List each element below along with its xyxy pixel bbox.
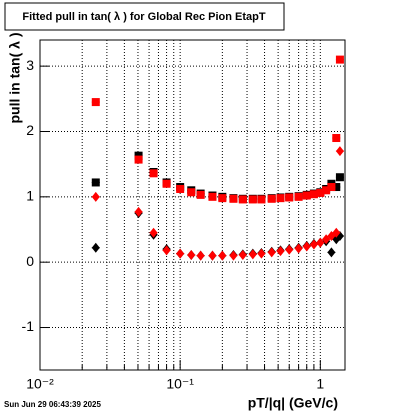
marker [332, 227, 341, 238]
marker [248, 249, 257, 260]
timestamp: Sun Jun 29 06:43:39 2025 [4, 400, 101, 409]
marker [176, 184, 185, 193]
chart-title: Fitted pull in tan( λ ) for Global Rec P… [22, 11, 266, 23]
marker [218, 250, 227, 261]
marker [302, 241, 311, 252]
y-tick-label: 1 [26, 188, 34, 204]
marker [335, 55, 344, 64]
marker [335, 146, 344, 157]
marker [294, 192, 303, 201]
marker [149, 169, 158, 178]
marker [302, 191, 311, 200]
marker [162, 179, 171, 188]
marker [335, 173, 344, 182]
marker [187, 188, 196, 197]
marker [267, 247, 276, 258]
title-box [4, 2, 285, 31]
marker [238, 195, 247, 204]
marker [187, 249, 196, 260]
marker [276, 194, 285, 203]
x-tick-label: 1 [316, 376, 324, 392]
marker [149, 227, 158, 238]
marker [327, 183, 336, 192]
marker [196, 190, 205, 199]
marker [267, 194, 276, 203]
marker [238, 249, 247, 260]
marker [327, 247, 336, 258]
marker [91, 98, 100, 107]
marker [257, 195, 266, 204]
marker [332, 183, 341, 192]
marker [332, 134, 341, 143]
marker [316, 237, 325, 248]
marker [162, 245, 171, 256]
marker [309, 239, 318, 250]
y-tick-label: -1 [22, 318, 35, 334]
y-tick-label: 2 [26, 122, 34, 138]
marker [134, 155, 143, 164]
marker [91, 191, 100, 202]
marker [285, 193, 294, 202]
marker [316, 188, 325, 197]
marker [229, 250, 238, 261]
marker [257, 248, 266, 259]
marker [208, 250, 217, 261]
marker [229, 194, 238, 203]
marker [196, 250, 205, 261]
x-tick-label: 10⁻¹ [166, 376, 194, 392]
x-tick-label: 10⁻² [26, 376, 54, 392]
marker [91, 242, 100, 253]
x-axis-label: pT/|q| (GeV/c) [248, 395, 338, 411]
marker [276, 246, 285, 257]
marker [322, 186, 331, 195]
marker [248, 195, 257, 204]
y-tick-label: 3 [26, 57, 34, 73]
marker [208, 192, 217, 201]
marker [218, 194, 227, 203]
y-tick-label: 0 [26, 253, 34, 269]
marker [91, 178, 100, 187]
marker [176, 248, 185, 259]
marker [294, 243, 303, 254]
marker [134, 206, 143, 217]
marker [285, 244, 294, 255]
plot-frame [39, 39, 346, 371]
y-axis-label: pull in tan( λ ) [7, 33, 23, 124]
marker [309, 190, 318, 199]
